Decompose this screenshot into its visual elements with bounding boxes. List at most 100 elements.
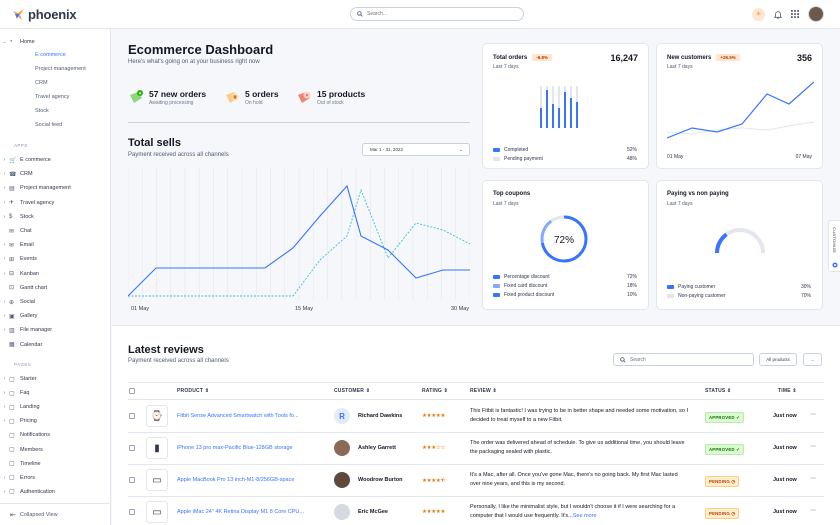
th-status[interactable]: STATUS ⇕	[705, 388, 732, 394]
customer-name[interactable]: Richard Dawkins	[358, 413, 403, 419]
product-link[interactable]: Apple MacBook Pro 13 inch-M1-8/256GB-spa…	[177, 477, 295, 483]
all-products-button[interactable]: All products	[759, 353, 797, 366]
th-customer[interactable]: CUSTOMER ⇕	[334, 388, 371, 394]
card-top-coupons: Top coupons Last 7 days 72% Percentage d…	[482, 180, 649, 310]
sidebar-sub-crm[interactable]: CRM	[35, 80, 48, 86]
sidebar-item-e-commerce[interactable]: › 🛒 E commerce	[0, 154, 111, 166]
customer-name[interactable]: Eric McGee	[358, 509, 388, 515]
search-input[interactable]	[367, 11, 507, 17]
customer-name[interactable]: Woodrow Burton	[358, 477, 403, 483]
row-checkbox[interactable]	[129, 445, 135, 451]
review-body: Personally, I like the minimalist style,…	[470, 504, 676, 519]
x-badge-icon: ×	[296, 89, 312, 105]
card-paying-vs-nonpaying: Paying vs non paying Last 7 days Paying …	[656, 180, 823, 310]
product-link[interactable]: Apple iMac 24" 4K Retina Display M1 8 Co…	[177, 509, 304, 515]
sidebar-item-stock[interactable]: › $ Stock	[0, 211, 111, 223]
sidebar-sub-project-management[interactable]: Project management	[35, 66, 86, 72]
sidebar-item-pricing[interactable]: › ▢ Pricing	[0, 415, 111, 427]
logo[interactable]: phoenix	[12, 7, 77, 22]
sidebar-item-travel-agency[interactable]: › ✈ Travel agency	[0, 197, 111, 209]
global-search[interactable]	[350, 7, 524, 21]
sidebar-sub-social-feed[interactable]: Social feed	[35, 122, 63, 128]
theme-toggle-sun-icon[interactable]: ☀	[752, 7, 765, 21]
sidebar-item-label: Kanban	[20, 270, 39, 277]
sidebar-section-apps: APPS	[14, 143, 28, 148]
star-badge-icon: ★	[128, 89, 144, 105]
sidebar-item-gallery[interactable]: › ▣ Gallery	[0, 310, 111, 322]
bell-icon[interactable]	[774, 10, 782, 19]
see-more-link[interactable]: See more	[572, 512, 597, 519]
row-checkbox[interactable]	[129, 509, 135, 515]
sidebar-item-gantt-chart[interactable]: ⊡ Gantt chart	[0, 282, 111, 294]
customer-avatar[interactable]	[334, 504, 350, 520]
orders-bar-chart	[540, 86, 578, 128]
product-image[interactable]: ▮	[146, 437, 168, 459]
sidebar-item-calendar[interactable]: ▦ Calendar	[0, 339, 111, 351]
sidebar-item-events[interactable]: › ⊞ Events	[0, 253, 111, 265]
sidebar-item-label: Faq	[20, 390, 30, 397]
sidebar-item-kanban[interactable]: › ⊟ Kanban	[0, 268, 111, 280]
sidebar-item-label: Landing	[20, 404, 40, 411]
sidebar-item-members[interactable]: ▢ Members	[0, 444, 111, 456]
sidebar-sub-travel-agency[interactable]: Travel agency	[35, 94, 70, 100]
status-label: APPROVED	[709, 446, 735, 452]
svg-text:★: ★	[138, 91, 142, 96]
sidebar-item-starter[interactable]: › ▢ Starter	[0, 373, 111, 385]
customer-avatar[interactable]	[334, 472, 350, 488]
collapse-label: Collapsed View	[19, 511, 58, 518]
x-axis-label: 01 May	[667, 154, 684, 160]
product-link[interactable]: iPhone 13 pro max-Pacific Blue-128GB sto…	[177, 445, 293, 451]
th-rating[interactable]: RATING ⇕	[422, 388, 448, 394]
card-total-orders: Total orders -6.8% Last 7 days 16,247 Com…	[482, 43, 649, 169]
row-actions-icon[interactable]: ⋯	[810, 444, 816, 450]
sidebar-sub-ecommerce[interactable]: E commerce	[35, 52, 66, 58]
reviews-search[interactable]	[613, 353, 754, 366]
apps-grid-icon[interactable]	[791, 10, 799, 18]
sidebar-item-email[interactable]: › ✉ Email	[0, 239, 111, 251]
row-actions-icon[interactable]: ⋯	[810, 476, 816, 482]
sidebar-item-chat[interactable]: ✉ Chat	[0, 225, 111, 237]
paying-gauge-chart	[715, 228, 765, 254]
more-options-button[interactable]: ...	[803, 353, 822, 366]
reviews-search-input[interactable]	[630, 356, 740, 363]
th-review[interactable]: REVIEW ⇕	[470, 388, 497, 394]
customer-name[interactable]: Ashley Garrett	[358, 445, 396, 451]
sidebar-item-home[interactable]: ⌄ ◔ Home	[0, 36, 111, 48]
pause-badge-icon	[224, 89, 240, 105]
sidebar-item-timeline[interactable]: ▢ Timeline	[0, 458, 111, 470]
card-subtitle: Last 7 days	[493, 201, 519, 207]
date-range-select[interactable]: Mar 1 - 31, 2022 ⌄	[362, 143, 470, 156]
customize-panel-toggle[interactable]: CUSTOMIZE	[828, 220, 840, 272]
sidebar-sub-stock[interactable]: Stock	[35, 108, 49, 114]
sidebar-item-file-manager[interactable]: › ▥ File manager	[0, 324, 111, 336]
legend-label: Pending payment	[504, 156, 543, 162]
product-image[interactable]: ▭	[146, 501, 168, 523]
th-time[interactable]: TIME ⇕	[778, 388, 797, 394]
sidebar-item-errors[interactable]: › ▢ Errors	[0, 472, 111, 484]
row-actions-icon[interactable]: ⋯	[810, 508, 816, 514]
sidebar-item-social[interactable]: › ⊕ Social	[0, 296, 111, 308]
legend-completed: Completed 52%	[493, 147, 637, 153]
collapse-view-button[interactable]: ⇤ Collapsed View	[0, 503, 111, 525]
sidebar-item-authentication[interactable]: › ▢ Authentication	[0, 486, 111, 498]
select-all-checkbox[interactable]	[129, 388, 135, 394]
stat-label: On hold	[245, 100, 263, 106]
customer-avatar[interactable]	[334, 440, 350, 456]
product-link[interactable]: Fitbit Sense Advanced Smartwatch with To…	[177, 413, 299, 419]
user-avatar[interactable]	[808, 6, 824, 22]
customer-avatar[interactable]: R	[334, 408, 350, 424]
product-image[interactable]: ▭	[146, 469, 168, 491]
row-actions-icon[interactable]: ⋯	[810, 412, 816, 418]
sidebar-item-notifications[interactable]: ▢ Notifications	[0, 429, 111, 441]
product-image[interactable]: ⌚	[146, 405, 168, 427]
sidebar-item-crm[interactable]: › ☎ CRM	[0, 168, 111, 180]
th-product[interactable]: PRODUCT ⇕	[177, 388, 210, 394]
sidebar-item-faq[interactable]: › ▢ Faq	[0, 387, 111, 399]
sidebar-item-label: E commerce	[20, 157, 51, 163]
sidebar-item-project-management[interactable]: › ▤ Project management	[0, 182, 111, 194]
sidebar-item-landing[interactable]: › ▢ Landing	[0, 401, 111, 413]
row-checkbox[interactable]	[129, 413, 135, 419]
legend-value: 18%	[626, 283, 637, 289]
legend-non-paying: Non-paying customer 70%	[667, 293, 811, 299]
row-checkbox[interactable]	[129, 477, 135, 483]
